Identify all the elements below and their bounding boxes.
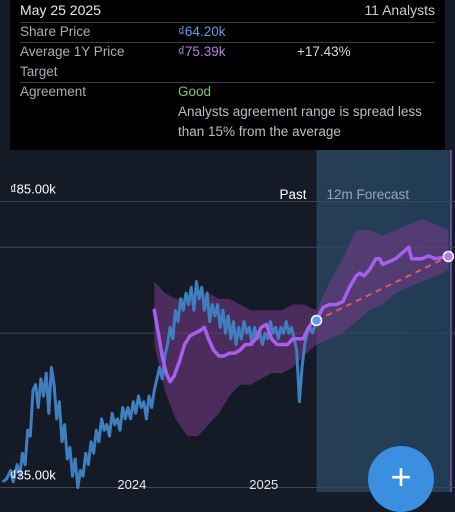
- plus-icon: +: [390, 456, 412, 497]
- price-target-value: ₫75.39k: [178, 44, 226, 59]
- past-segment-label: Past: [280, 187, 307, 202]
- x-tick-label: 2025: [249, 477, 278, 492]
- target-price-marker: [442, 250, 455, 263]
- forecast-trend-line: [316, 255, 449, 322]
- agreement-label: Agreement: [20, 84, 87, 99]
- price-level-low: ₫35.00k: [10, 468, 56, 483]
- estimate-forecast-line: [314, 245, 451, 323]
- agreement-row: Agreement Good Analysts agreement range …: [20, 82, 435, 142]
- row-divider: [20, 42, 435, 43]
- row-divider: [20, 82, 435, 83]
- price-level-high: ₫85.00k: [10, 181, 56, 196]
- price-target-upside: +17.43%: [297, 44, 351, 59]
- agreement-description-line2: than 15% from the average: [178, 124, 341, 139]
- agreement-description: Analysts agreement range is spread less: [178, 104, 422, 119]
- share-price-label: Share Price: [20, 24, 91, 39]
- add-button[interactable]: +: [368, 446, 434, 512]
- estimate-line: [152, 308, 316, 384]
- summary-date: May 25 2025: [20, 2, 101, 18]
- forecast-segment-label: 12m Forecast: [327, 187, 410, 202]
- row-divider: [20, 22, 435, 23]
- share-price-value: ₫64.20k: [178, 24, 226, 39]
- share-price-line: [1, 280, 318, 490]
- price-summary-panel: May 25 2025 11 Analysts Share Price ₫64.…: [10, 0, 445, 150]
- price-target-label: Average 1Y Price: [20, 44, 125, 59]
- price-forecast-chart: Past 12m Forecast ₫85.00k ₫35.00k 2024 20…: [0, 150, 455, 499]
- current-price-marker: [310, 314, 323, 327]
- agreement-value: Good: [178, 84, 212, 99]
- price-target-row: Average 1Y Price Target ₫75.39k +17.43%: [20, 42, 435, 82]
- analyst-range-band: [154, 218, 449, 437]
- x-tick-label: 2024: [117, 477, 146, 492]
- price-target-label-line2: Target: [20, 64, 58, 79]
- analyst-count: 11 Analysts: [364, 2, 435, 18]
